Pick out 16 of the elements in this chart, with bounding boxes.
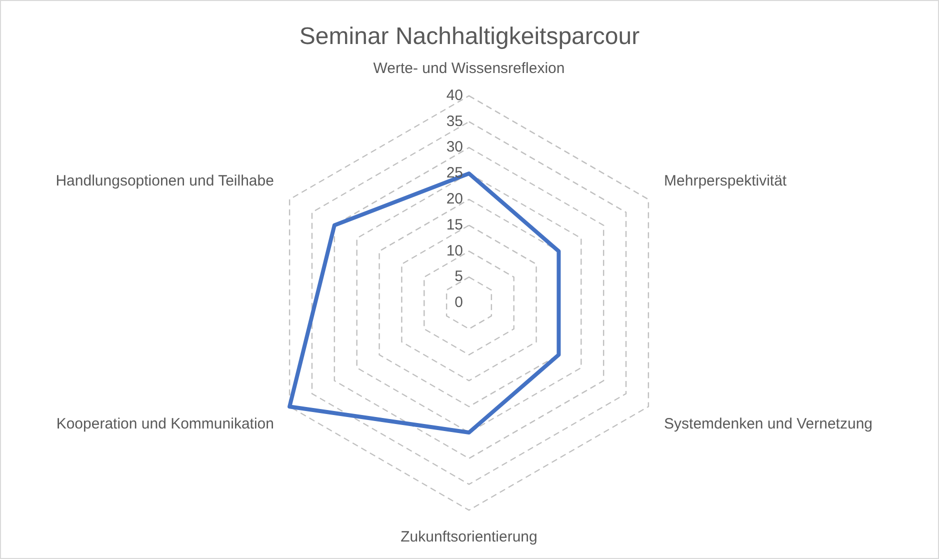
y-tick-label: 0 (454, 294, 463, 312)
y-tick-label: 15 (446, 216, 463, 234)
y-tick-label: 20 (446, 190, 463, 208)
y-tick-label: 25 (446, 164, 463, 182)
y-tick-label: 30 (446, 138, 463, 156)
y-tick-label: 35 (446, 112, 463, 130)
y-tick-label: 40 (446, 86, 463, 104)
y-tick-label: 10 (446, 242, 463, 260)
y-tick-label: 5 (454, 268, 463, 286)
spoke-label: Kooperation und Kommunikation (56, 416, 274, 433)
spoke-label: Handlungsoptionen und Teilhabe (56, 172, 274, 190)
chart-title: Seminar Nachhaltigkeitsparcour (299, 23, 640, 50)
spoke-label: Zukunftsorientierung (400, 528, 538, 546)
spoke-label: Werte- und Wissensreflexion (373, 60, 565, 77)
spoke-label: Mehrperspektivität (664, 172, 788, 190)
spoke-label: Systemdenken und Vernetzung (664, 416, 873, 433)
